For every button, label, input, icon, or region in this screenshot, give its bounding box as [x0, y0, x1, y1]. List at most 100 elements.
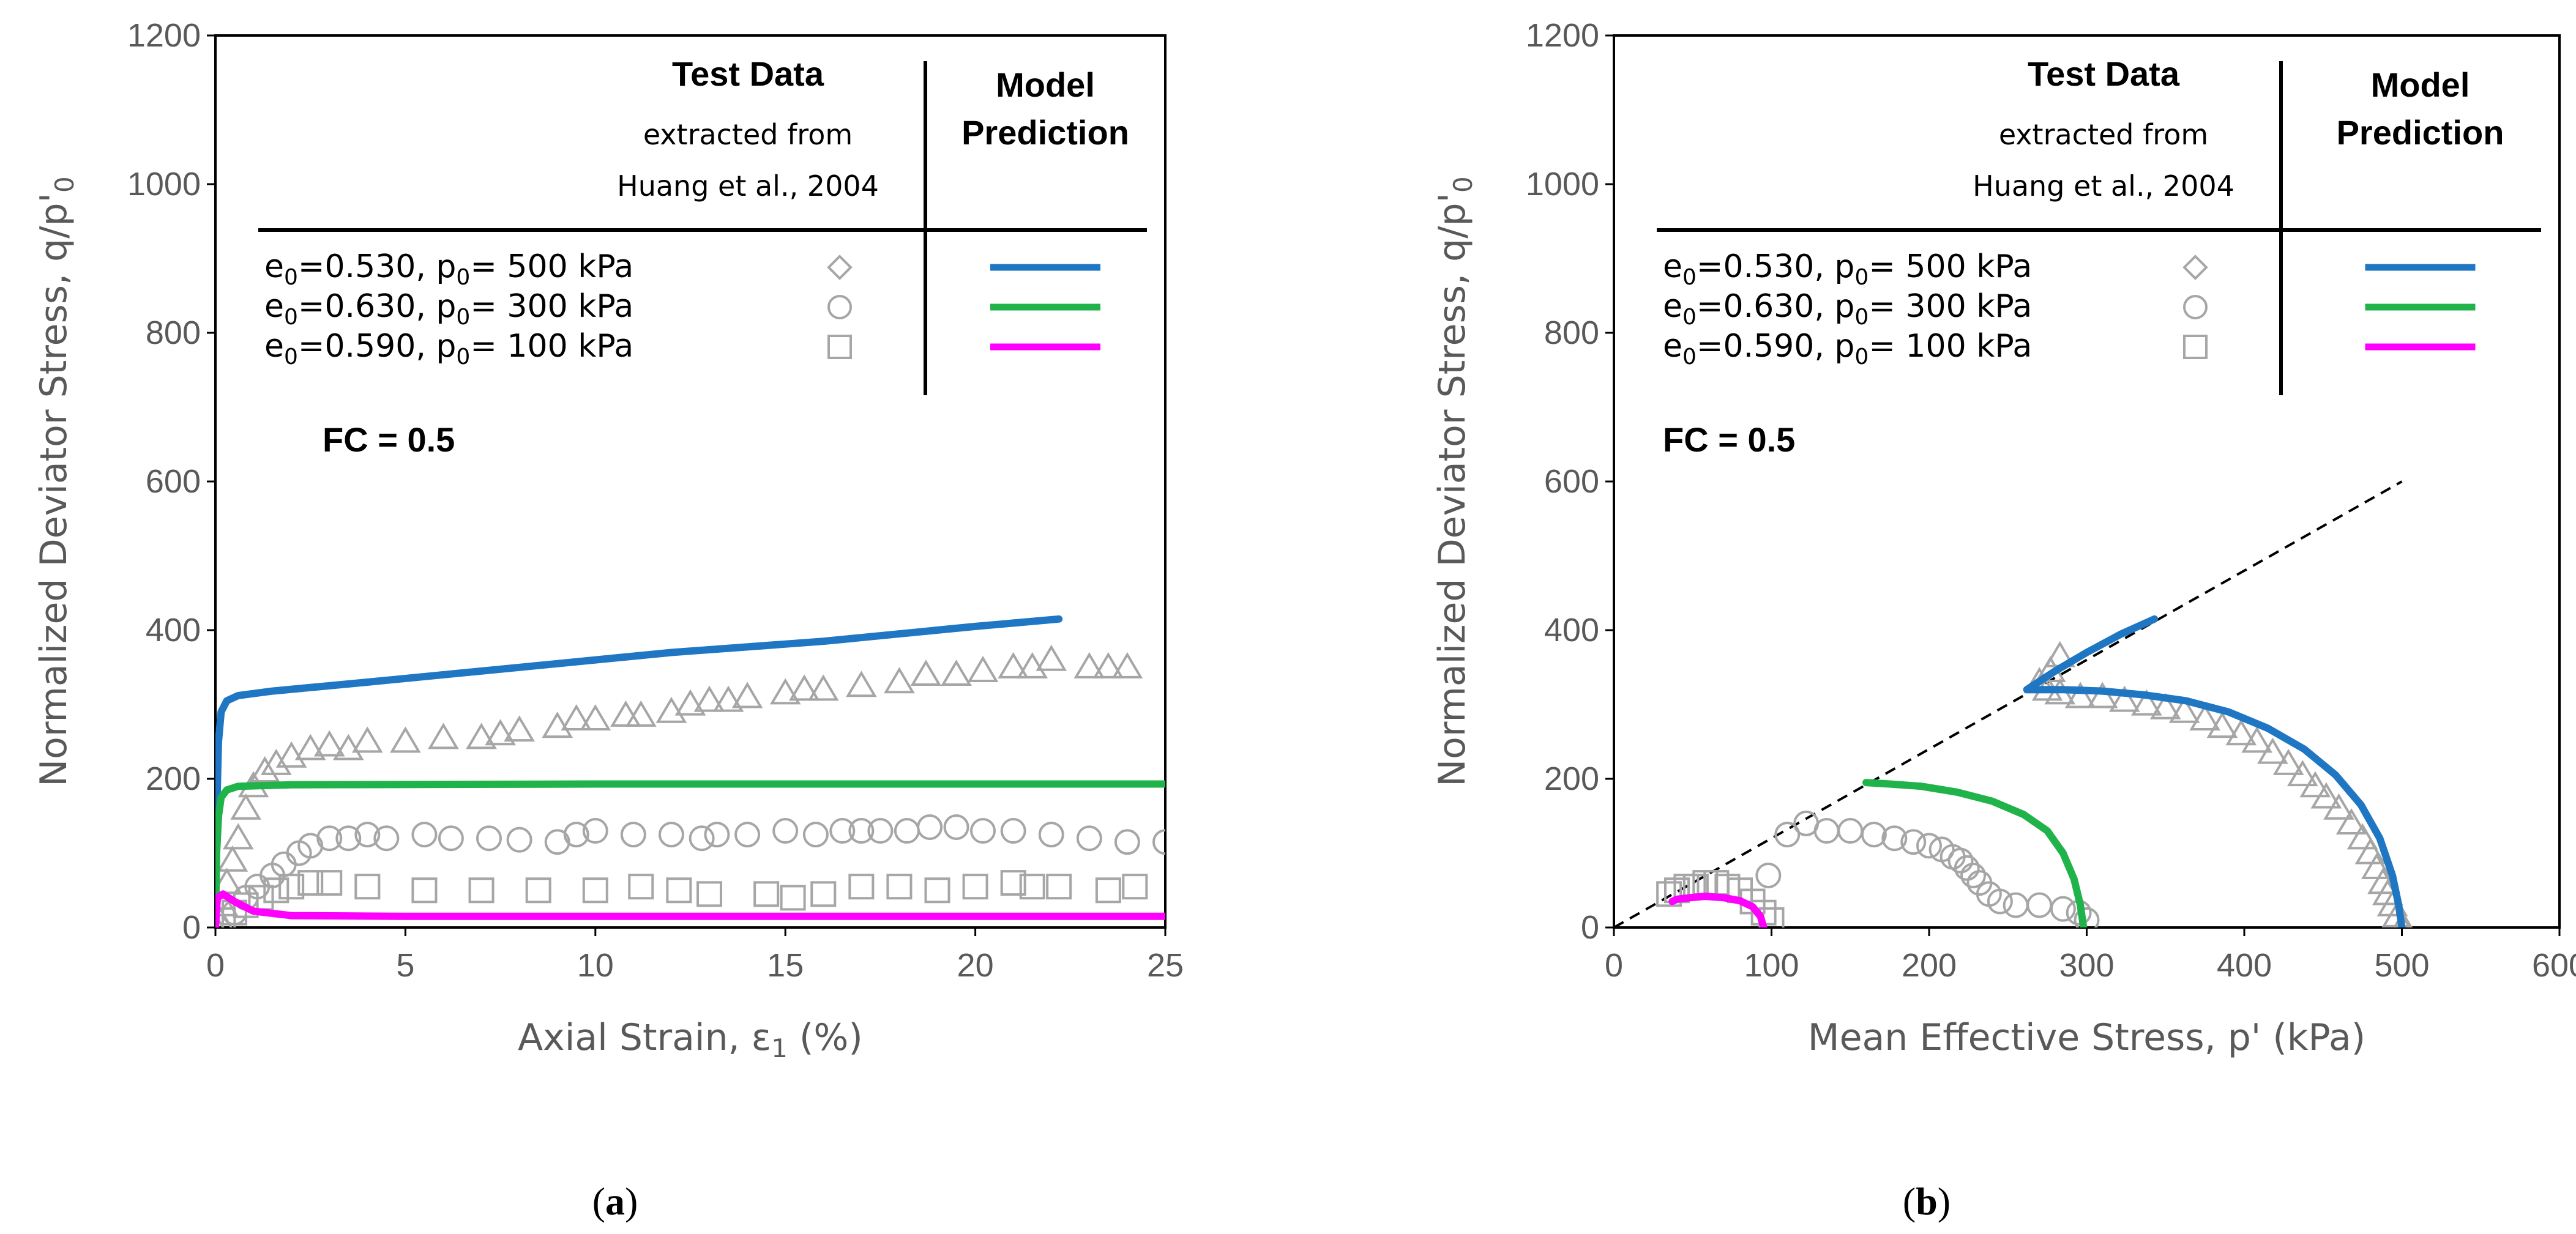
- test-data-point: [753, 881, 780, 907]
- test-data-series-circle: [1755, 810, 2100, 927]
- model-prediction-line-blue: [2023, 615, 2406, 927]
- test-data-point: [249, 756, 281, 782]
- test-data-point: [610, 700, 641, 727]
- test-data-point: [230, 793, 262, 820]
- test-data-point: [1114, 829, 1140, 855]
- test-data-point: [693, 685, 725, 712]
- chart-panel-a: 0 5 10 15 20 25 0 200 400 600 800 1000 1200 Axial Str…: [32, 17, 1184, 1223]
- test-data-point: [2361, 852, 2392, 879]
- legend-test-header: Test Data: [672, 54, 824, 93]
- test-data-point: [1038, 822, 1064, 848]
- test-data-point: [411, 822, 438, 848]
- y-tick-label: 1200: [127, 17, 201, 54]
- plot-area: [1614, 480, 2413, 927]
- legend-entry-label: e0=0.530, p0= 500 kPa: [1663, 248, 2032, 290]
- test-data-point: [582, 877, 608, 904]
- test-data-point: [2130, 689, 2162, 716]
- test-data-point: [1092, 652, 1124, 678]
- x-axis-title: Axial Strain, ε1 (%): [518, 1016, 863, 1063]
- model-prediction-line-blue: [215, 615, 1063, 927]
- test-data-point: [1881, 825, 1908, 852]
- test-data-point: [666, 877, 692, 904]
- test-data-point: [1960, 862, 1987, 888]
- y-axis-title: Normalized Deviator Stress, q/p'0: [32, 176, 80, 787]
- test-data-point: [1900, 829, 1927, 855]
- test-data-point: [696, 881, 723, 907]
- test-data-point: [734, 822, 761, 848]
- y-tick-label: 400: [146, 612, 201, 649]
- test-data-point: [335, 825, 362, 852]
- x-tick-label: 100: [1744, 947, 1799, 984]
- test-data-point: [466, 723, 497, 749]
- legend-test-source-line1: extracted from: [1999, 118, 2208, 151]
- test-data-point: [351, 726, 383, 753]
- y-tick-label: 0: [182, 909, 201, 946]
- test-data-point: [967, 655, 999, 682]
- legend-test-source-line2: Huang et al., 2004: [1973, 169, 2234, 203]
- test-data-point: [712, 685, 744, 712]
- model-prediction-line-green: [1862, 779, 2088, 927]
- y-tick-label: 1000: [1526, 166, 1599, 203]
- test-data-point: [655, 696, 687, 723]
- legend-model-header-line2: Prediction: [961, 113, 1129, 152]
- test-data-point: [886, 874, 913, 900]
- test-data-point: [1095, 877, 1121, 904]
- test-data-point: [485, 719, 516, 746]
- test-data-point: [867, 818, 894, 844]
- legend-entry-label: e0=0.530, p0= 500 kPa: [264, 248, 633, 290]
- model-prediction-line-green: [215, 780, 1165, 927]
- test-data-point: [2003, 892, 2029, 918]
- x-tick-label: 300: [2059, 947, 2114, 984]
- test-data-point: [316, 870, 343, 896]
- test-data-point: [260, 748, 292, 775]
- legend-marker-square: [2183, 335, 2208, 359]
- test-data-point: [2367, 868, 2399, 894]
- test-data-point: [2050, 896, 2076, 922]
- test-data-point: [542, 712, 573, 738]
- test-data-point: [468, 877, 495, 904]
- fc-annotation: FC = 0.5: [323, 420, 455, 459]
- test-data-point: [1017, 652, 1048, 678]
- test-data-point: [2189, 704, 2220, 730]
- test-data-point: [215, 905, 233, 927]
- test-data-point: [704, 822, 730, 848]
- test-data-point: [1111, 652, 1143, 678]
- test-data-point: [674, 689, 706, 716]
- x-tick-label: 25: [1147, 947, 1184, 984]
- test-data-point: [222, 823, 254, 850]
- y-tick-label: 1200: [1526, 17, 1599, 54]
- test-data-point: [731, 682, 763, 708]
- test-data-point: [2335, 808, 2367, 835]
- test-data-point: [438, 825, 464, 852]
- test-data-point: [810, 881, 837, 907]
- test-data-point: [848, 818, 875, 844]
- legend-marker-diamond: [2182, 255, 2208, 280]
- y-tick-label: 0: [1581, 909, 1599, 946]
- critical-state-line: [1614, 480, 2403, 927]
- x-tick-label: 200: [1902, 947, 1957, 984]
- test-data-point: [1755, 862, 1782, 888]
- test-data-point: [1928, 836, 1955, 863]
- test-data-point: [998, 652, 1029, 678]
- test-data-point: [1916, 833, 1942, 859]
- test-data-point: [1837, 818, 1864, 844]
- test-data-point: [620, 822, 646, 848]
- y-tick-label: 400: [1544, 612, 1599, 649]
- test-data-point: [962, 874, 988, 900]
- legend-marker-diamond: [827, 255, 853, 280]
- legend-model-header-line1: Model: [996, 65, 1095, 104]
- panel-label: (a): [592, 1180, 638, 1223]
- test-data-point: [313, 730, 345, 757]
- legend-test-source-line1: extracted from: [643, 118, 853, 151]
- test-data-point: [772, 818, 799, 844]
- test-data-point: [628, 874, 654, 900]
- test-data-point: [504, 715, 535, 742]
- test-data-series-triangle: [215, 644, 1143, 927]
- x-tick-label: 15: [767, 947, 804, 984]
- plot-area: [215, 615, 1165, 927]
- test-data-point: [1656, 881, 1682, 907]
- test-data-point: [354, 822, 381, 848]
- test-data-point: [476, 825, 502, 852]
- test-data-point: [689, 825, 715, 852]
- fc-annotation: FC = 0.5: [1663, 420, 1795, 459]
